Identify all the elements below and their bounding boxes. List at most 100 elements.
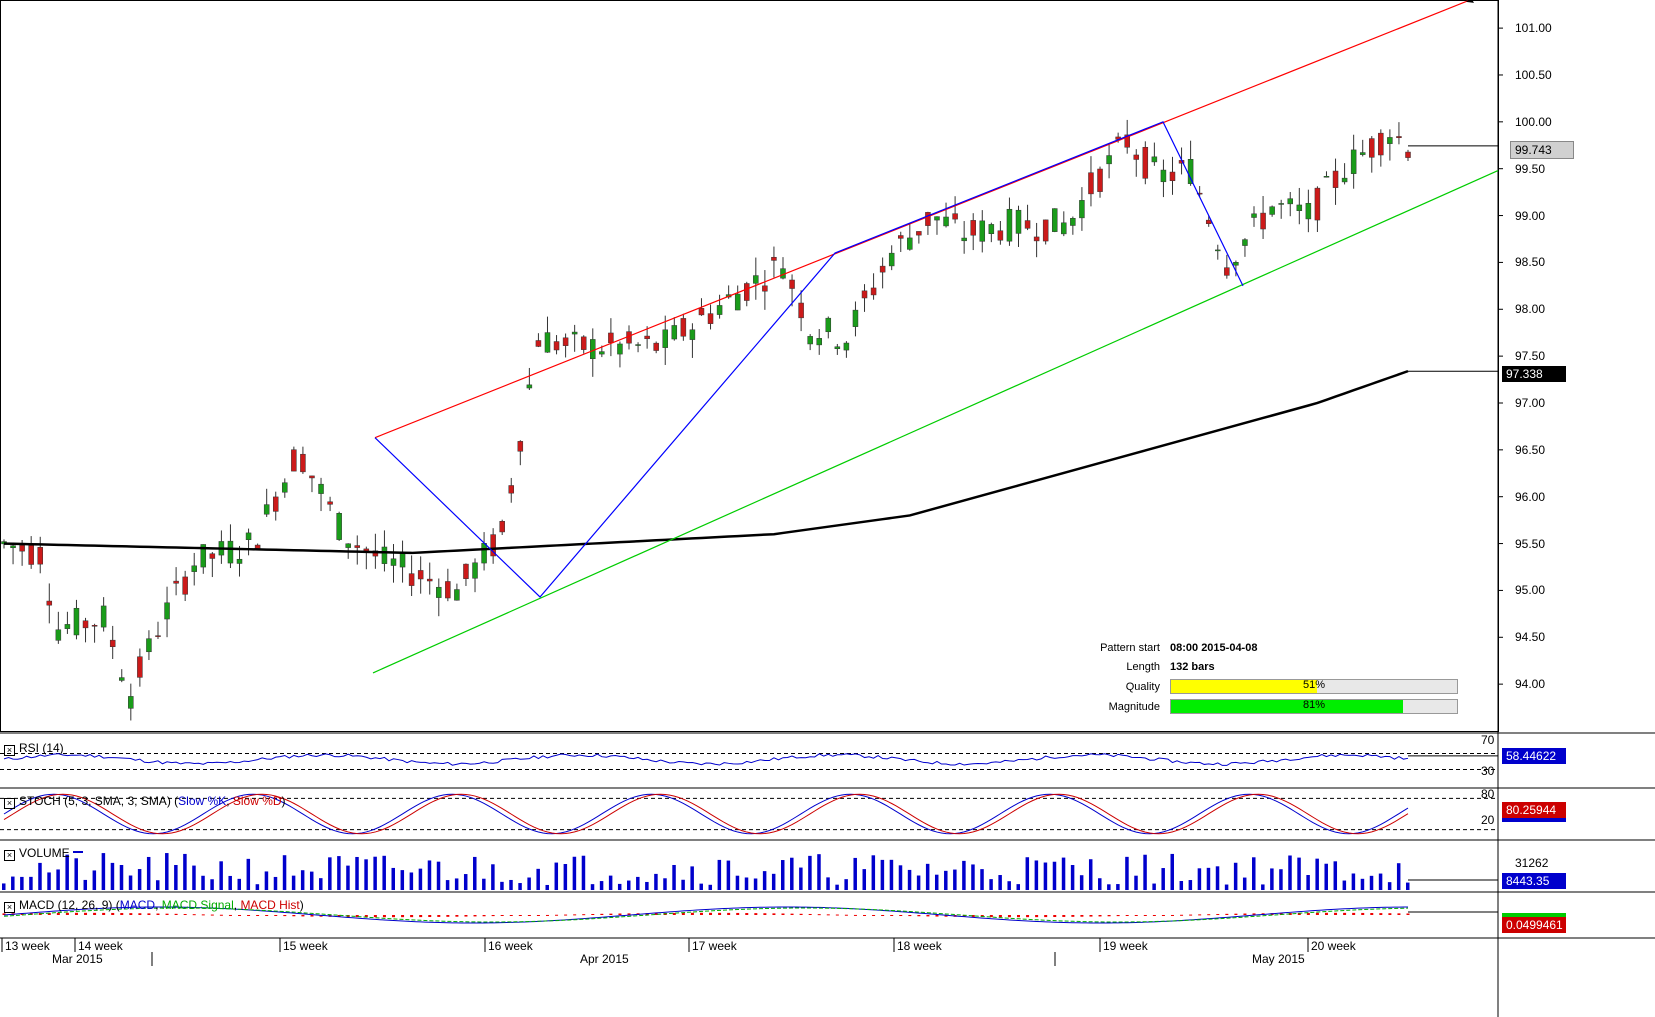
- moving-average-line: [3, 369, 1409, 555]
- stoch-label[interactable]: × STOCH (5, 3, SMA, 3, SMA) (Slow %K, Slo…: [4, 794, 286, 809]
- macd-hist-bar: [709, 912, 713, 915]
- volume-bar: [726, 860, 731, 890]
- support-line: [372, 170, 1499, 674]
- volume-bar: [38, 862, 42, 890]
- candle: [1332, 170, 1339, 188]
- macd-hist-bar: [319, 915, 323, 917]
- candle: [1151, 156, 1158, 163]
- macd-hist-bar: [690, 912, 694, 915]
- macd-hist-bar: [1189, 914, 1193, 916]
- volume-bar: [364, 859, 368, 890]
- candle: [381, 546, 388, 564]
- macd-hist-bar: [129, 913, 133, 915]
- close-icon[interactable]: ×: [4, 798, 15, 809]
- macd-label[interactable]: × MACD (12, 26, 9) (MACD, MACD Signal, MA…: [4, 898, 304, 913]
- candle: [698, 308, 705, 316]
- volume-scale: 31262: [1515, 856, 1549, 870]
- candle: [1387, 137, 1393, 144]
- volume-bar: [183, 853, 187, 890]
- volume-bar: [627, 880, 631, 890]
- candle: [309, 475, 315, 479]
- macd-hist-bar: [1080, 915, 1084, 917]
- macd-hist-bar: [944, 915, 948, 917]
- macd-hist-bar: [183, 913, 187, 915]
- candle: [37, 547, 43, 565]
- candle: [263, 504, 270, 515]
- quality-text: 51%: [1302, 679, 1326, 691]
- candle: [426, 578, 433, 582]
- macd-hist-bar: [147, 913, 151, 915]
- candle: [644, 335, 650, 340]
- resistance-line: [374, 0, 1471, 439]
- volume-bar: [1315, 858, 1319, 890]
- macd-hist-bar: [853, 914, 857, 916]
- volume-bar: [790, 857, 794, 890]
- candle: [562, 337, 569, 346]
- volume-bar: [599, 881, 604, 890]
- close-icon[interactable]: ×: [4, 902, 15, 913]
- price-tick-label: 95.50: [1515, 536, 1546, 551]
- candle: [318, 483, 324, 494]
- candle: [590, 339, 596, 360]
- candle: [734, 293, 741, 311]
- close-icon[interactable]: ×: [4, 745, 15, 756]
- price-tick-label: 97.50: [1515, 349, 1546, 364]
- candle: [544, 332, 551, 353]
- volume-bar: [83, 879, 88, 890]
- macd-hist-bar: [618, 913, 622, 915]
- macd-hist-bar: [1062, 915, 1066, 917]
- macd-hist-bar: [120, 913, 124, 915]
- candle: [109, 639, 116, 648]
- macd-hist-bar: [745, 913, 749, 915]
- candle: [635, 344, 641, 346]
- volume-bar: [953, 869, 957, 890]
- macd-title: MACD (12, 26, 9): [19, 898, 113, 912]
- macd-hist-bar: [718, 912, 722, 915]
- volume-bar: [391, 867, 395, 890]
- macd-hist-bar: [1397, 913, 1401, 915]
- volume-label[interactable]: × VOLUME: [4, 846, 84, 861]
- macd-hist-bar: [455, 915, 459, 917]
- volume-bar: [346, 865, 350, 890]
- volume-bar: [989, 879, 993, 890]
- macd-hist-bar: [1334, 912, 1338, 915]
- volume-bar: [319, 878, 323, 890]
- candle: [807, 336, 813, 345]
- ma-price-label: 97.338: [1502, 366, 1566, 382]
- price-tick-label: 94.00: [1515, 677, 1546, 692]
- macd-hist-bar: [989, 915, 993, 918]
- rsi-level-30: 30: [1481, 764, 1495, 778]
- macd-hist-bar: [482, 915, 486, 917]
- candle: [390, 558, 397, 566]
- macd-hist-bar: [1216, 914, 1220, 916]
- volume-bar: [581, 855, 586, 890]
- volume-bar: [962, 860, 966, 890]
- close-icon[interactable]: ×: [4, 850, 15, 861]
- candle: [753, 275, 759, 284]
- volume-bar: [1288, 855, 1292, 890]
- volume-bar: [572, 856, 577, 890]
- macd-hist-bar: [736, 912, 740, 915]
- macd-hist-bar: [491, 915, 495, 917]
- macd-hist-bar: [699, 912, 703, 915]
- candle: [852, 309, 859, 327]
- volume-bar: [1233, 862, 1238, 890]
- stoch-d-label: Slow %D: [232, 794, 282, 808]
- macd-hist-bar: [201, 914, 205, 916]
- macd-hist-bar: [518, 915, 522, 916]
- volume-bar: [844, 879, 848, 890]
- candle: [463, 563, 469, 579]
- volume-bar: [400, 870, 405, 890]
- pattern-length: Length 132 bars: [1100, 661, 1214, 673]
- volume-bar: [1052, 861, 1057, 890]
- volume-bar: [146, 856, 151, 890]
- price-panel-frame: [0, 0, 1499, 732]
- volume-bar: [110, 862, 115, 890]
- macd-hist-bar: [899, 915, 903, 916]
- candle: [191, 565, 197, 572]
- rsi-label[interactable]: × RSI (14): [4, 741, 64, 756]
- volume-bar: [536, 868, 540, 890]
- volume-bar: [482, 878, 486, 890]
- volume-bar: [871, 855, 876, 890]
- candle: [146, 638, 152, 653]
